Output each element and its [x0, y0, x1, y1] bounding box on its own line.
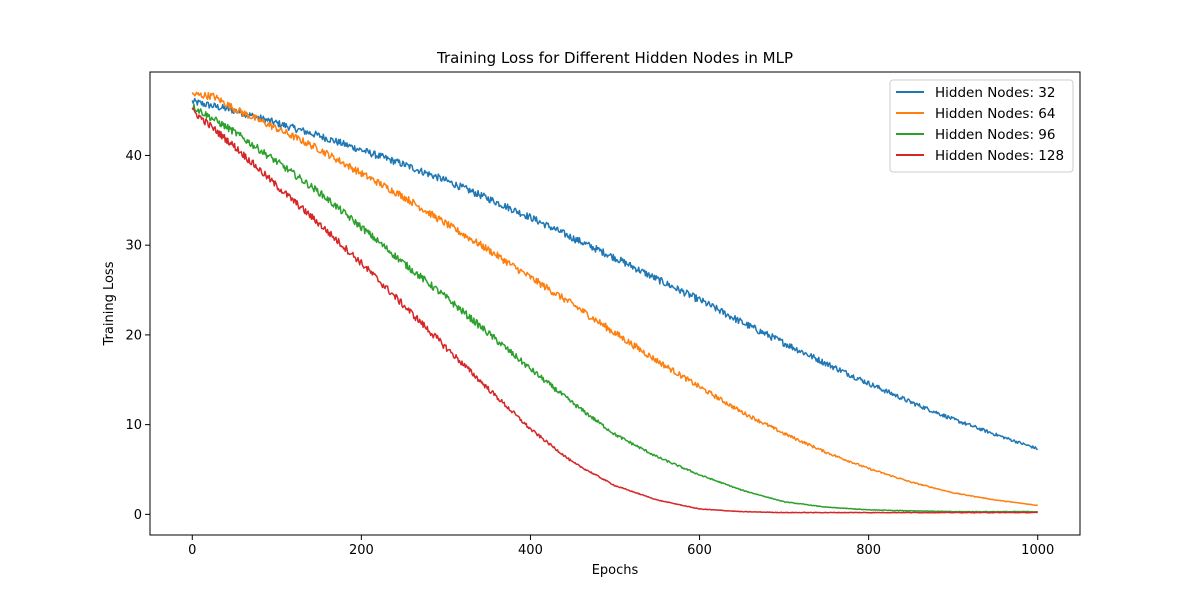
- legend: Hidden Nodes: 32 Hidden Nodes: 64 Hidden N…: [889, 79, 1074, 173]
- x-tick-label: 1000: [1021, 543, 1054, 558]
- y-tick-label: 20: [125, 328, 142, 343]
- legend-entry: Hidden Nodes: 128: [935, 148, 1064, 164]
- x-tick-label: 0: [188, 543, 196, 558]
- y-tick-label: 10: [125, 418, 142, 433]
- plot-frame: [149, 71, 1081, 536]
- series-line-3: [191, 103, 1038, 513]
- y-tick-label: 30: [125, 239, 142, 254]
- series-line-2: [191, 91, 1038, 507]
- chart-title: Training Loss for Different Hidden Nodes…: [436, 49, 793, 67]
- x-tick-label: 600: [687, 543, 712, 558]
- legend-entry: Hidden Nodes: 64: [935, 106, 1055, 122]
- series-lines: [191, 91, 1038, 514]
- legend-entry: Hidden Nodes: 96: [935, 127, 1055, 143]
- y-axis-ticks: 0 10 20 30 40: [125, 149, 150, 523]
- y-axis-label: Training Loss: [102, 261, 117, 346]
- legend-entry: Hidden Nodes: 32: [935, 85, 1055, 101]
- y-tick-label: 40: [125, 149, 142, 164]
- x-axis-label: Epochs: [592, 563, 639, 578]
- legend-box: [889, 79, 1074, 173]
- x-tick-label: 400: [518, 543, 543, 558]
- y-tick-label: 0: [134, 508, 142, 523]
- series-line-1: [191, 97, 1038, 451]
- x-tick-label: 200: [349, 543, 374, 558]
- x-tick-label: 800: [856, 543, 881, 558]
- x-axis-ticks: 0 200 400 600 800 1000: [188, 535, 1054, 558]
- series-line-4: [191, 107, 1038, 514]
